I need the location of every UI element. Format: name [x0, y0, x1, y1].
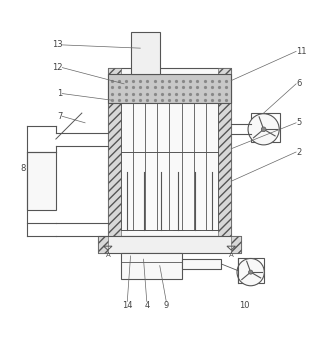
- Bar: [121, 253, 183, 279]
- Bar: [231, 236, 241, 253]
- Bar: [108, 68, 231, 236]
- Bar: [251, 113, 280, 142]
- Bar: [238, 258, 264, 284]
- Bar: [108, 74, 231, 103]
- Bar: [218, 68, 231, 236]
- Circle shape: [237, 259, 264, 286]
- Text: 4: 4: [144, 301, 149, 310]
- Text: 2: 2: [296, 147, 301, 156]
- Bar: [27, 152, 56, 211]
- Text: A: A: [229, 252, 233, 258]
- Circle shape: [261, 127, 266, 132]
- Bar: [183, 259, 221, 269]
- Text: 5: 5: [296, 118, 301, 127]
- Text: 8: 8: [20, 164, 25, 173]
- Text: 10: 10: [239, 301, 249, 310]
- Text: 9: 9: [164, 301, 169, 310]
- Text: 6: 6: [296, 79, 302, 88]
- Bar: [108, 68, 121, 236]
- Text: 14: 14: [122, 301, 133, 310]
- Bar: [98, 236, 241, 253]
- Bar: [98, 236, 108, 253]
- Text: A: A: [105, 252, 110, 258]
- Bar: [130, 32, 160, 74]
- Text: 12: 12: [52, 63, 62, 72]
- Circle shape: [249, 270, 253, 274]
- Text: 11: 11: [296, 47, 306, 56]
- Text: 13: 13: [52, 40, 62, 49]
- Circle shape: [248, 114, 279, 145]
- Text: 7: 7: [57, 112, 62, 121]
- Text: 1: 1: [57, 89, 62, 98]
